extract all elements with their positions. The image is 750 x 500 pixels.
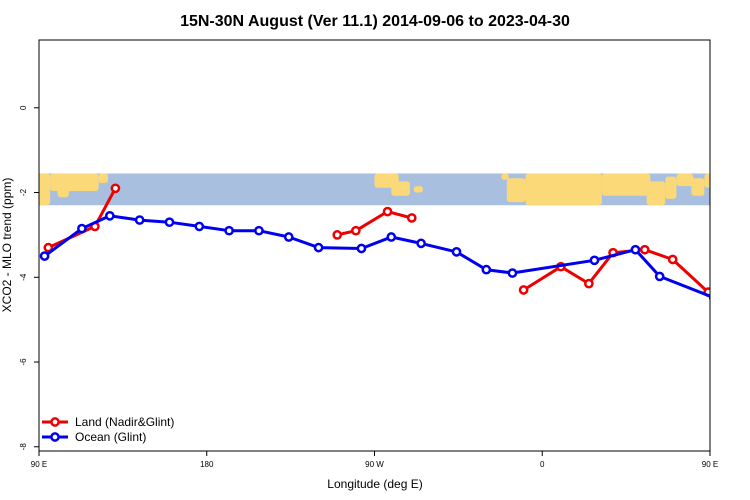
data-point [589, 255, 600, 266]
world-map-band [39, 173, 710, 206]
x-tick-label: 90 W [365, 460, 384, 469]
map-land [525, 173, 602, 206]
map-land [691, 178, 705, 196]
y-tick-label: -6 [19, 358, 28, 366]
data-point [708, 294, 710, 301]
data-point [416, 238, 426, 249]
y-axis-label: XCO2 - MLO trend (ppm) [0, 178, 14, 313]
map-land [506, 178, 526, 203]
data-point [518, 285, 529, 295]
data-point [39, 251, 50, 261]
map-land [391, 181, 410, 196]
x-tick-label: 0 [540, 460, 545, 469]
y-axis: 0 -2 -4 -6 -8 [19, 105, 39, 450]
legend-label: Ocean (Glint) [75, 430, 146, 444]
y-tick-label: 0 [19, 105, 28, 110]
x-axis: 90 E 180 90 W 0 90 E [31, 451, 718, 469]
map-land [413, 186, 423, 193]
data-point [254, 225, 264, 236]
data-point [164, 217, 175, 228]
series-line-0-1 [336, 210, 413, 237]
y-tick-label: -4 [19, 273, 28, 281]
map-land [601, 173, 651, 196]
map-land [665, 176, 677, 199]
series-line-0-3 [736, 188, 750, 247]
y-tick-label: -8 [19, 443, 28, 451]
map-land [501, 173, 509, 180]
data-point [332, 230, 343, 240]
map-land [98, 173, 108, 184]
data-point [43, 242, 54, 253]
chart-title: 15N-30N August (Ver 11.1) 2014-09-06 to … [180, 13, 570, 30]
data-point [194, 221, 205, 232]
map-land [646, 181, 666, 206]
map-land [39, 173, 51, 206]
map-land [50, 173, 99, 191]
data-point [356, 243, 367, 254]
data-point [732, 244, 739, 251]
series-layer [39, 183, 750, 301]
map-land [704, 173, 710, 188]
data-point [283, 232, 294, 242]
y-tick-label: -2 [19, 188, 28, 196]
data-point [639, 244, 650, 255]
legend-label: Land (Nadir&Glint) [75, 415, 174, 429]
data-point [134, 215, 145, 225]
legend-swatch-point [50, 432, 60, 442]
data-point [406, 213, 417, 223]
data-point [630, 244, 641, 255]
x-tick-label: 90 E [31, 460, 47, 469]
x-tick-label: 90 E [702, 460, 718, 469]
data-point [451, 247, 462, 257]
data-point [313, 242, 324, 253]
data-point [386, 232, 397, 242]
x-tick-label: 180 [200, 460, 214, 469]
data-point [382, 206, 393, 217]
data-point [654, 271, 665, 282]
map-land [676, 173, 694, 187]
data-point [77, 223, 87, 234]
plot-frame [38, 39, 711, 452]
legend-swatch-point [50, 417, 60, 427]
map-land [57, 183, 69, 198]
data-point [104, 210, 115, 221]
x-axis-label: Longitude (deg E) [327, 477, 422, 491]
data-point [110, 183, 121, 194]
data-point [667, 254, 678, 265]
data-point [481, 264, 492, 275]
series-line-1-0 [43, 214, 710, 298]
data-point [583, 278, 594, 289]
data-point [507, 268, 518, 278]
data-point [224, 225, 234, 236]
legend: Land (Nadir&Glint)Ocean (Glint) [42, 415, 174, 444]
data-point [351, 225, 361, 236]
